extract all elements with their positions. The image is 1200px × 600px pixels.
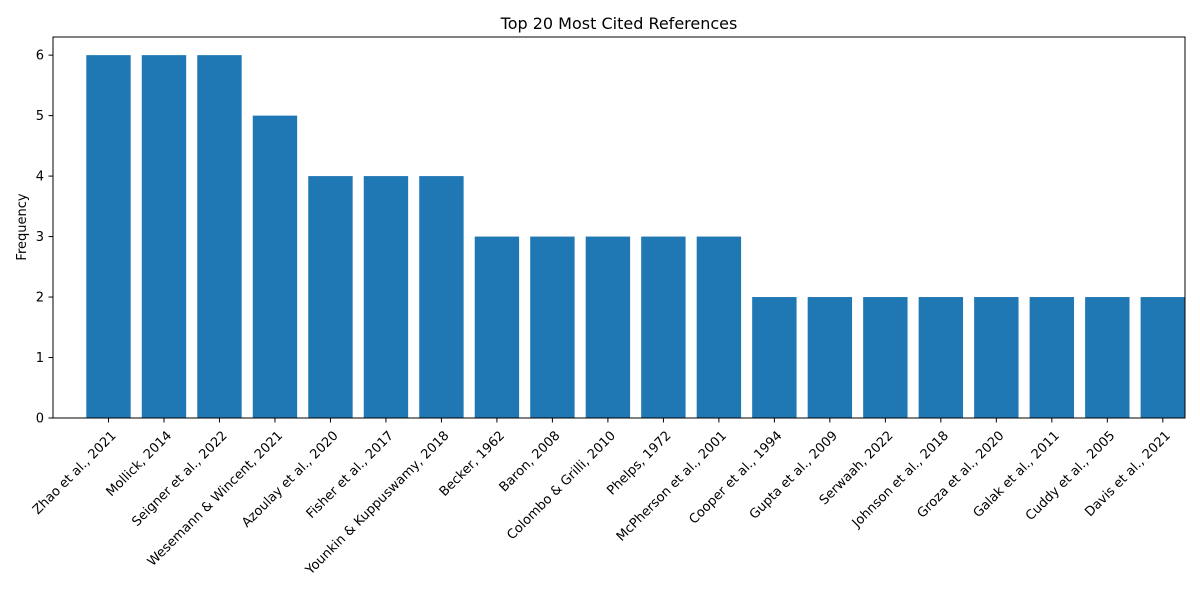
bar (474, 236, 520, 418)
bar (1140, 297, 1185, 418)
x-tick-label: Colombo & Grilli, 2010 (504, 428, 619, 543)
x-tick-label: McPherson et al., 2001 (614, 428, 730, 544)
y-tick-label: 1 (36, 351, 44, 366)
y-tick-label: 2 (36, 291, 44, 306)
bar (197, 55, 242, 419)
x-tick-label: Zhao et al., 2021 (30, 428, 119, 517)
bar (585, 236, 631, 418)
bar (1085, 297, 1130, 418)
bar (863, 297, 908, 418)
y-axis-label: Frequency (15, 193, 30, 260)
y-tick-label: 0 (36, 412, 44, 427)
bar (641, 236, 686, 418)
bar (86, 55, 131, 419)
x-tick-label: Johnson et al., 2018 (849, 428, 952, 531)
plot-frame (52, 36, 1186, 419)
bar (141, 55, 187, 419)
x-tick-label: Azoulay et al., 2020 (239, 428, 341, 530)
bars-layer (86, 55, 1185, 419)
y-tick-label: 5 (36, 109, 44, 124)
y-tick-label: 3 (36, 230, 44, 245)
bar (363, 176, 409, 418)
chart-title: Top 20 Most Cited References (500, 14, 738, 33)
bar (530, 236, 575, 418)
x-tick-label: Cooper et al., 1994 (686, 428, 785, 527)
y-tick-label: 6 (36, 49, 44, 64)
bar (752, 297, 797, 418)
y-tick-label: 4 (36, 170, 44, 185)
bar (918, 297, 964, 418)
bar (807, 297, 853, 418)
bar (1029, 297, 1075, 418)
bar (252, 115, 298, 418)
bar (419, 176, 464, 418)
y-axis: 0 1 2 3 4 5 6 (36, 49, 53, 427)
bar (308, 176, 353, 418)
x-tick-label: Seigner et al., 2022 (129, 428, 230, 529)
bar (974, 297, 1019, 418)
bar (696, 236, 742, 418)
